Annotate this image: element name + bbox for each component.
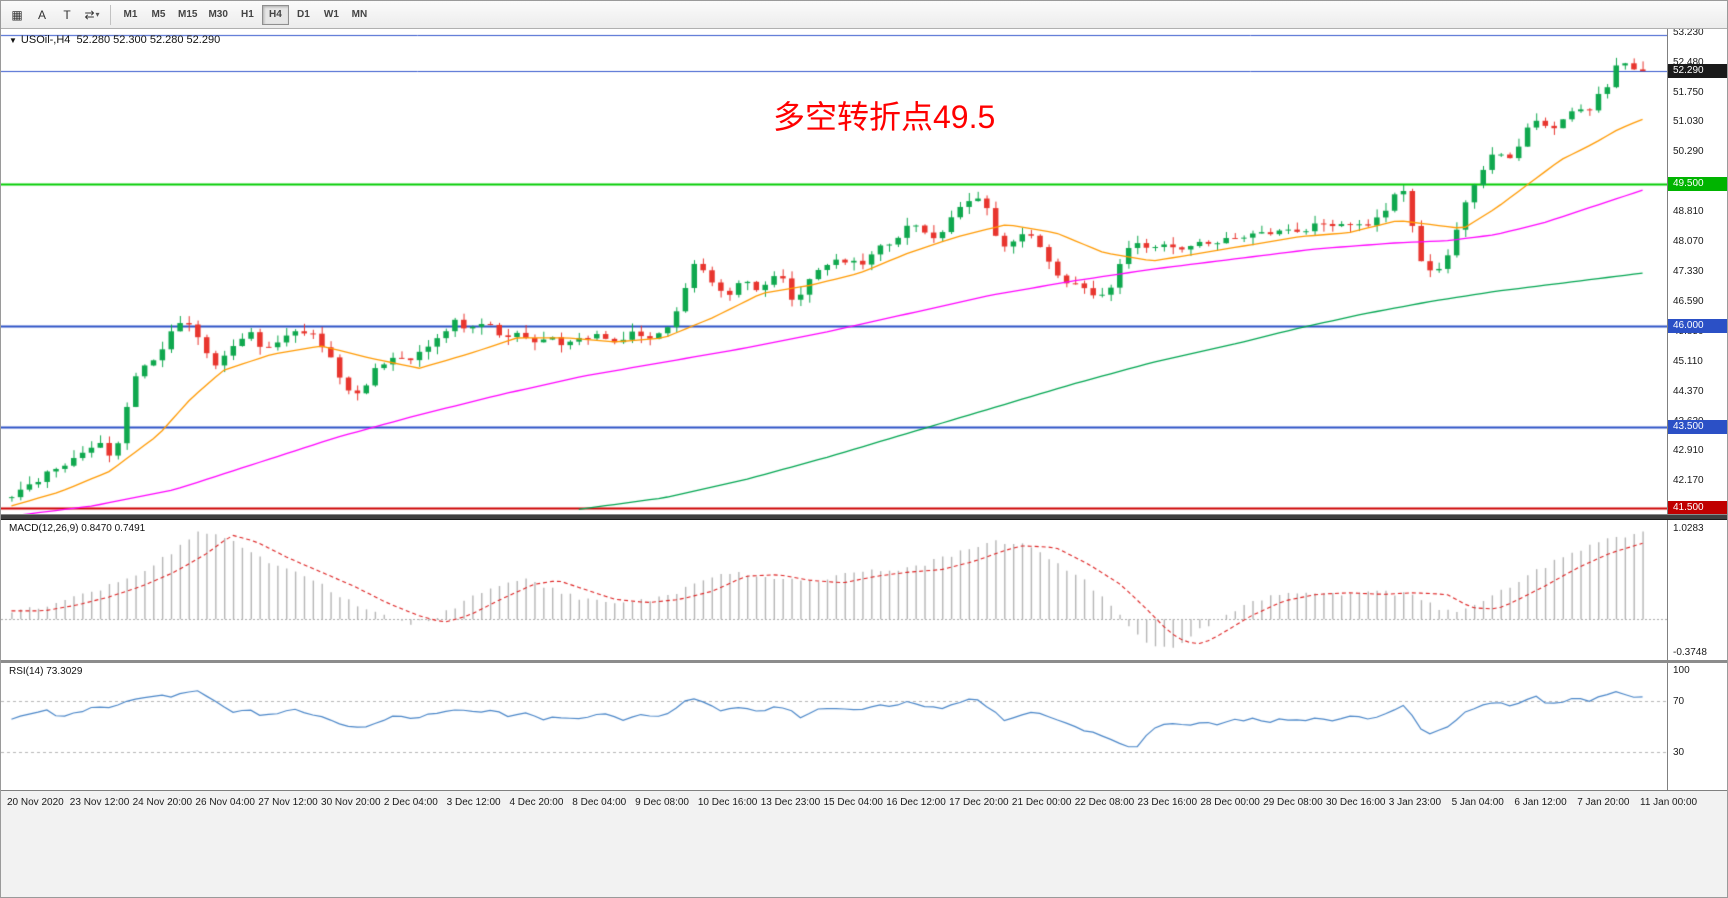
- price-axis-label: 42.170: [1673, 474, 1704, 486]
- price-axis-label: 53.230: [1673, 29, 1704, 39]
- time-axis-label: 3 Jan 23:00: [1388, 797, 1442, 808]
- price-axis-label: 44.370: [1673, 385, 1704, 397]
- price-axis-label: 52.480: [1673, 57, 1704, 69]
- macd-indicator-label: MACD(12,26,9) 0.8470 0.7491: [9, 523, 146, 534]
- time-axis-label: 21 Dec 00:00: [1011, 797, 1072, 808]
- macd-axis-label: -0.3748: [1673, 647, 1707, 659]
- time-axis-label: 27 Nov 12:00: [258, 797, 318, 808]
- timeframe-switcher: M1 M5 M15 M30 H1 H4 D1 W1 MN: [117, 4, 373, 25]
- price-badge: 41.500: [1668, 500, 1727, 515]
- time-axis-label: 23 Dec 16:00: [1137, 797, 1198, 808]
- timeframe-m5-button[interactable]: M5: [145, 5, 172, 25]
- price-axis-label: 50.290: [1673, 146, 1704, 158]
- time-axis-label: 30 Nov 20:00: [321, 797, 381, 808]
- rsi-axis-label: 100: [1673, 665, 1690, 676]
- time-axis-label: 30 Dec 16:00: [1325, 797, 1386, 808]
- price-axis-label: 48.070: [1673, 235, 1704, 247]
- time-axis-label: 22 Dec 08:00: [1074, 797, 1135, 808]
- time-axis-label: 2 Dec 04:00: [383, 797, 438, 808]
- time-axis-label: 10 Dec 16:00: [697, 797, 758, 808]
- time-axis-label: 11 Jan 00:00: [1640, 797, 1698, 808]
- time-axis-label: 13 Dec 23:00: [760, 797, 821, 808]
- pane-splitter-main-macd[interactable]: [1, 514, 1727, 520]
- price-axis-label: 47.330: [1673, 265, 1704, 277]
- chart-expander-icon[interactable]: ▼: [9, 36, 17, 45]
- symbol-period-label: USOil-,H4: [20, 34, 71, 46]
- time-axis-label: 23 Nov 12:00: [69, 797, 130, 808]
- macd-axis-label: 1.0283: [1673, 523, 1704, 535]
- rsi-indicator-label: RSI(14) 73.3029: [9, 666, 83, 677]
- time-axis-label: 4 Dec 20:00: [509, 797, 564, 808]
- text-frame-tool-button[interactable]: T: [55, 4, 79, 26]
- ohlc-values: 52.280 52.300 52.280 52.290: [76, 34, 221, 46]
- rsi-axis-label: 30: [1673, 746, 1685, 758]
- time-axis-label: 6 Jan 12:00: [1514, 797, 1567, 808]
- timeframe-h4-button[interactable]: H4: [261, 4, 289, 25]
- rsi-canvas[interactable]: [1, 663, 1667, 790]
- price-axis-label: 48.810: [1673, 205, 1704, 217]
- timeframe-m15-button[interactable]: M15: [173, 5, 202, 25]
- time-axis-label: 3 Dec 12:00: [446, 797, 501, 808]
- price-axis-label: 45.110: [1673, 355, 1703, 367]
- timeframe-h1-button[interactable]: H1: [234, 5, 261, 25]
- time-axis-label: 28 Dec 00:00: [1200, 797, 1260, 808]
- text-label-tool-button[interactable]: A: [30, 4, 54, 26]
- rsi-axis-label: 70: [1673, 696, 1685, 708]
- timeframe-d1-button[interactable]: D1: [290, 5, 317, 25]
- time-axis-label: 15 Dec 04:00: [823, 797, 884, 808]
- timeframe-m1-button[interactable]: M1: [117, 5, 144, 25]
- time-axis-label: 29 Dec 08:00: [1263, 797, 1323, 808]
- macd-canvas[interactable]: [1, 520, 1667, 660]
- annotation-text-object[interactable]: 多空转折点49.5: [773, 99, 996, 135]
- timeframe-w1-button[interactable]: W1: [318, 5, 345, 25]
- chart-mode-tool-button[interactable]: ⇄ ▾: [80, 4, 104, 26]
- price-badge: 46.000: [1668, 318, 1727, 333]
- price-axis-label: 46.590: [1673, 295, 1704, 307]
- price-badge: 52.290: [1668, 64, 1727, 79]
- grid-tool-button[interactable]: ▦: [5, 4, 29, 26]
- price-axis-label: 51.030: [1673, 116, 1704, 128]
- time-axis-label: 9 Dec 08:00: [635, 797, 689, 808]
- dropdown-caret-icon: ▾: [95, 10, 100, 19]
- symbol-header: ▼ USOil-,H4 52.280 52.300 52.280 52.290: [9, 34, 220, 46]
- price-axis[interactable]: 53.23052.48051.75051.03050.29049.55048.8…: [1667, 29, 1727, 790]
- toolbar-tool-buttons: ▦ A T ⇄ ▾: [5, 4, 104, 26]
- time-axis-label: 17 Dec 20:00: [949, 797, 1009, 808]
- time-axis-label: 20 Nov 2020: [7, 797, 64, 808]
- toolbar-separator: [110, 4, 111, 25]
- pane-splitter-macd-rsi[interactable]: [1, 660, 1727, 663]
- price-axis-label: 42.910: [1673, 444, 1704, 456]
- price-badge: 43.500: [1668, 419, 1727, 434]
- timeframe-mn-button[interactable]: MN: [346, 5, 373, 25]
- time-axis-label: 16 Dec 12:00: [886, 797, 946, 808]
- time-axis-label: 7 Jan 20:00: [1577, 797, 1630, 808]
- toolbar: ▦ A T ⇄ ▾ M1 M5 M15 M30 H1 H4 D1 W1 MN: [1, 1, 1727, 29]
- main-chart-canvas[interactable]: [1, 29, 1667, 514]
- time-axis-label: 8 Dec 04:00: [572, 797, 627, 808]
- price-axis-label: 51.750: [1673, 86, 1704, 98]
- price-badge: 49.500: [1668, 177, 1727, 192]
- time-axis-label: 24 Nov 20:00: [132, 797, 193, 808]
- time-axis[interactable]: 20 Nov 2020 23 Nov 12:00 24 Nov 20:00 26 No…: [1, 790, 1727, 897]
- time-axis-label: 26 Nov 04:00: [195, 797, 255, 808]
- timeframe-m30-button[interactable]: M30: [203, 5, 232, 25]
- time-axis-label: 5 Jan 04:00: [1451, 797, 1504, 808]
